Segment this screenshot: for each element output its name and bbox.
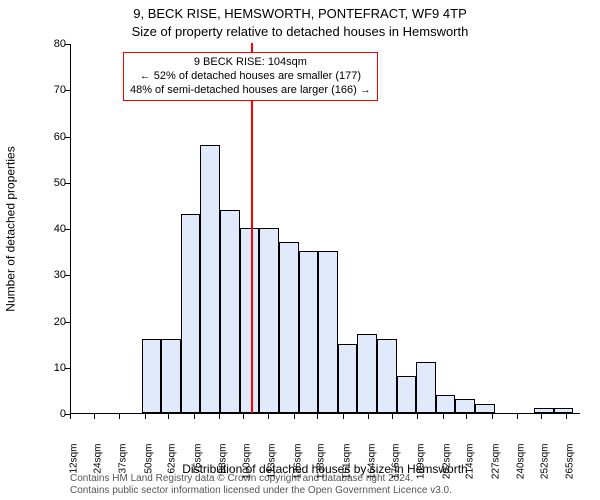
x-tick-mark — [317, 414, 318, 419]
x-tick-mark — [566, 414, 567, 419]
x-tick-mark — [443, 414, 444, 419]
annotation-line: ← 52% of detached houses are smaller (17… — [130, 70, 371, 84]
x-tick-mark — [343, 414, 344, 419]
histogram-bar — [181, 214, 201, 413]
y-tick-label: 10 — [36, 362, 66, 374]
y-axis-label: Number of detached properties — [4, 44, 18, 414]
annotation-box: 9 BECK RISE: 104sqm← 52% of detached hou… — [123, 52, 378, 101]
x-tick-label: 75sqm — [192, 444, 203, 490]
y-tick-label: 30 — [36, 269, 66, 281]
x-tick-mark — [145, 414, 146, 419]
x-tick-mark — [94, 414, 95, 419]
x-tick-label: 100sqm — [241, 444, 252, 490]
histogram-bar — [240, 228, 260, 413]
y-tick-label: 0 — [36, 408, 66, 420]
y-tick-label: 60 — [36, 131, 66, 143]
annotation-line: 9 BECK RISE: 104sqm — [130, 56, 371, 70]
y-tick-mark — [65, 90, 70, 91]
x-tick-label: 176sqm — [390, 444, 401, 490]
x-tick-label: 88sqm — [218, 444, 229, 490]
histogram-bar — [259, 228, 279, 413]
x-tick-mark — [294, 414, 295, 419]
x-tick-mark — [168, 414, 169, 419]
x-tick-mark — [243, 414, 244, 419]
x-tick-label: 126sqm — [292, 444, 303, 490]
y-tick-mark — [65, 368, 70, 369]
histogram-bar — [200, 145, 220, 413]
x-tick-label: 214sqm — [465, 444, 476, 490]
y-tick-label: 70 — [36, 84, 66, 96]
histogram-bar — [338, 344, 358, 413]
histogram-bar — [554, 408, 574, 413]
x-tick-label: 138sqm — [316, 444, 327, 490]
y-tick-label: 50 — [36, 177, 66, 189]
x-tick-mark — [392, 414, 393, 419]
chart-container: 9, BECK RISE, HEMSWORTH, PONTEFRACT, WF9… — [0, 0, 600, 500]
x-tick-label: 37sqm — [118, 444, 129, 490]
x-tick-label: 62sqm — [167, 444, 178, 490]
x-tick-mark — [194, 414, 195, 419]
x-tick-mark — [541, 414, 542, 419]
histogram-bar — [299, 251, 319, 413]
y-tick-mark — [65, 137, 70, 138]
histogram-bar — [436, 395, 456, 414]
histogram-bar — [455, 399, 475, 413]
x-tick-mark — [466, 414, 467, 419]
y-axis-label-text: Number of detached properties — [4, 146, 18, 311]
x-tick-label: 164sqm — [367, 444, 378, 490]
x-tick-mark — [119, 414, 120, 419]
x-tick-label: 252sqm — [539, 444, 550, 490]
histogram-bar — [220, 210, 240, 414]
annotation-line: 48% of semi-detached houses are larger (… — [130, 84, 371, 98]
x-tick-mark — [417, 414, 418, 419]
x-tick-mark — [70, 414, 71, 419]
histogram-bar — [377, 339, 397, 413]
histogram-bar — [161, 339, 181, 413]
x-tick-label: 265sqm — [565, 444, 576, 490]
y-tick-mark — [65, 183, 70, 184]
histogram-bar — [475, 404, 495, 413]
histogram-bar — [416, 362, 436, 413]
x-tick-label: 189sqm — [416, 444, 427, 490]
y-tick-mark — [65, 322, 70, 323]
histogram-bar — [142, 339, 162, 413]
x-tick-mark — [219, 414, 220, 419]
x-tick-mark — [517, 414, 518, 419]
x-tick-label: 151sqm — [341, 444, 352, 490]
x-tick-mark — [268, 414, 269, 419]
x-tick-label: 227sqm — [490, 444, 501, 490]
x-tick-mark — [492, 414, 493, 419]
histogram-bar — [534, 408, 554, 413]
y-tick-mark — [65, 275, 70, 276]
histogram-bar — [397, 376, 417, 413]
x-tick-label: 113sqm — [267, 444, 278, 490]
y-tick-mark — [65, 229, 70, 230]
x-tick-label: 240sqm — [516, 444, 527, 490]
chart-supertitle: 9, BECK RISE, HEMSWORTH, PONTEFRACT, WF9… — [0, 6, 600, 21]
y-tick-label: 40 — [36, 223, 66, 235]
x-tick-label: 50sqm — [143, 444, 154, 490]
histogram-bar — [279, 242, 299, 413]
x-tick-label: 202sqm — [441, 444, 452, 490]
chart-title: Size of property relative to detached ho… — [0, 24, 600, 39]
y-tick-mark — [65, 44, 70, 45]
x-tick-label: 12sqm — [69, 444, 80, 490]
histogram-bar — [357, 334, 377, 413]
x-tick-mark — [368, 414, 369, 419]
y-tick-label: 20 — [36, 316, 66, 328]
histogram-bar — [318, 251, 338, 413]
y-tick-label: 80 — [36, 38, 66, 50]
x-tick-label: 24sqm — [92, 444, 103, 490]
